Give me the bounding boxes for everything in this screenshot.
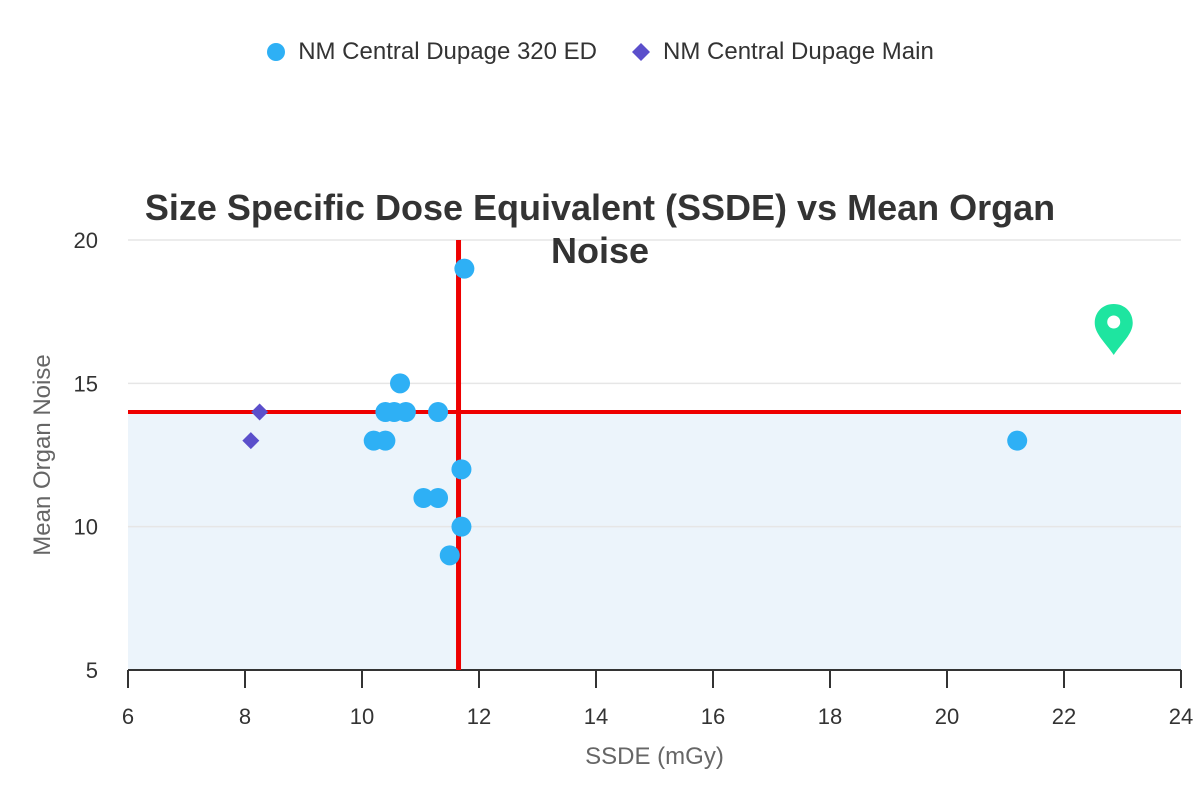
location-pin-icon — [1094, 304, 1133, 355]
chart-title: Size Specific Dose Equivalent (SSDE) vs … — [144, 187, 1056, 271]
data-point-series-1 — [451, 516, 472, 537]
data-point-series-1 — [395, 402, 416, 422]
legend-item-series-1[interactable]: NM Central Dupage 320 ED — [266, 38, 597, 66]
circle-marker-icon — [267, 43, 286, 61]
y-tick-label: 15 — [74, 371, 98, 396]
legend-label-series-1: NM Central Dupage 320 ED — [298, 38, 598, 65]
x-tick-label: 16 — [701, 704, 725, 729]
data-point-series-2 — [242, 432, 260, 450]
y-tick-label: 20 — [74, 228, 98, 253]
x-tick-label: 8 — [239, 704, 251, 729]
shaded-region — [128, 412, 1181, 670]
y-tick-label: 10 — [74, 515, 98, 540]
data-point-series-1 — [375, 430, 396, 451]
data-point-series-1 — [413, 488, 434, 508]
x-tick-label: 14 — [584, 704, 608, 729]
data-point-series-1 — [439, 545, 460, 566]
x-tick-label: 20 — [935, 704, 959, 729]
x-tick-label: 22 — [1052, 704, 1076, 729]
data-point-series-1 — [451, 459, 472, 480]
data-point-series-1 — [390, 373, 411, 394]
data-point-series-1 — [428, 402, 449, 422]
data-point-series-1 — [454, 258, 475, 279]
location-pin-hole — [1107, 315, 1121, 329]
y-axis-title: Mean Organ Noise — [29, 354, 56, 555]
legend-label-series-2: NM Central Dupage Main — [663, 38, 934, 65]
x-tick-label: 18 — [818, 704, 842, 729]
chart-legend: NM Central Dupage 320 ED NM Central Dupa… — [0, 34, 1200, 70]
data-point-series-1 — [428, 488, 449, 508]
x-tick-label: 6 — [122, 704, 134, 729]
x-axis-title: SSDE (mGy) — [585, 743, 724, 770]
data-point-series-1 — [1007, 430, 1028, 451]
x-tick-label: 12 — [467, 704, 491, 729]
y-tick-label: 5 — [86, 658, 98, 683]
data-point-series-2 — [251, 403, 269, 421]
x-tick-label: 10 — [350, 704, 374, 729]
location-pin-shape — [1094, 304, 1133, 355]
x-tick-label: 24 — [1169, 704, 1193, 729]
diamond-marker-icon — [632, 43, 651, 61]
legend-item-series-2[interactable]: NM Central Dupage Main — [631, 38, 934, 66]
